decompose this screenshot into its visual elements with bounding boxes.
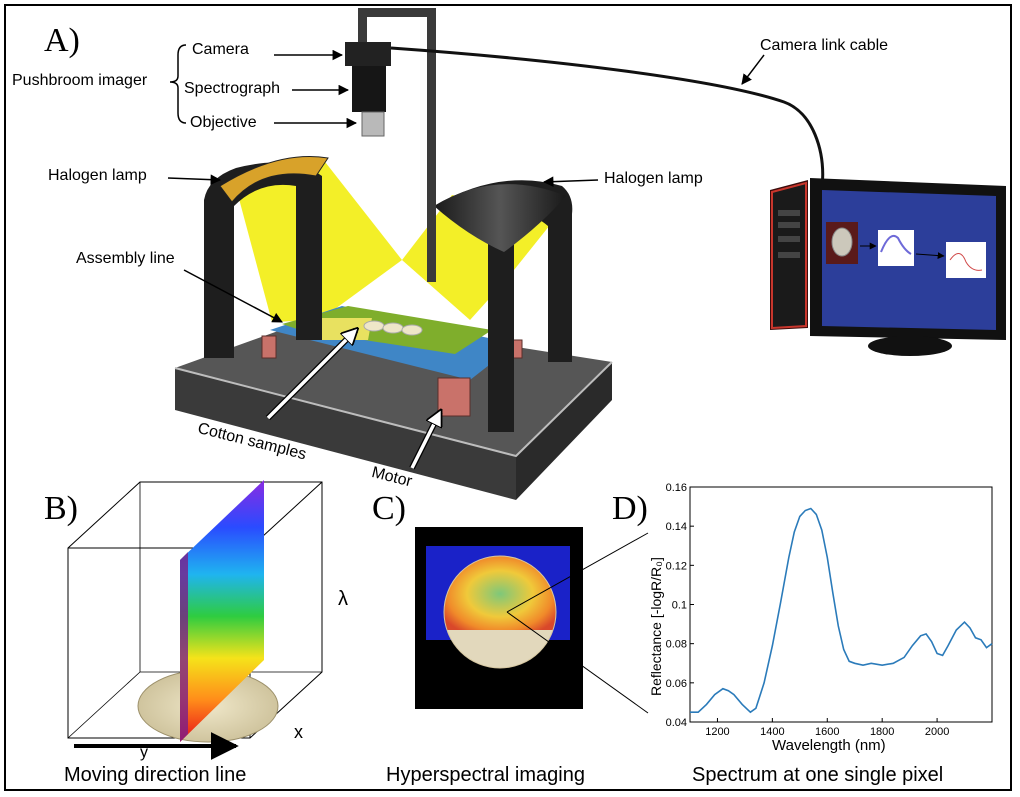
left-lamp-stand	[204, 162, 322, 358]
spectrum-line	[690, 507, 993, 714]
figure-border	[4, 4, 1012, 791]
camera-label: Camera	[192, 41, 249, 58]
imaging-system-illustration	[167, 8, 1006, 500]
y-tick-label: 0.04	[666, 717, 687, 729]
y-axis-label: y	[140, 744, 148, 761]
hypercube-diagram	[67, 480, 323, 760]
halogen-lamp-right-label: Halogen lamp	[604, 170, 703, 187]
chart-y-axis-title: Reflectance [-logR/R₀]	[648, 557, 664, 696]
halogen-lamp-left-label: Halogen lamp	[48, 167, 147, 184]
y-ticks: 0.04 0.06 0.08 0.1 0.12 0.14 0.16	[666, 482, 694, 729]
camera-pole	[427, 12, 436, 282]
spectrograph-body	[352, 66, 386, 112]
panel-label-c: C)	[372, 490, 406, 527]
moving-direction-caption: Moving direction line	[64, 764, 247, 786]
x-tick-label: 2000	[925, 726, 949, 738]
y-tick-label: 0.16	[666, 482, 687, 494]
camera-link-cable	[390, 46, 825, 189]
left-halogen-lamp	[219, 156, 329, 203]
platform-front	[175, 368, 516, 500]
camera-body	[345, 42, 391, 66]
panel-label-a: A)	[44, 22, 80, 59]
assembly-line-label: Assembly line	[76, 250, 175, 267]
right-lamp-stand	[434, 180, 573, 432]
x-tick-label: 1800	[870, 726, 894, 738]
right-halogen-lamp	[434, 184, 566, 252]
x-tick-label: 1600	[815, 726, 839, 738]
monitor-stand	[868, 336, 952, 356]
panel-label-d: D)	[612, 490, 648, 527]
hyperspectral-caption: Hyperspectral imaging	[386, 764, 585, 786]
y-tick-label: 0.06	[666, 678, 687, 690]
platform-side	[516, 362, 612, 500]
x-axis-label: x	[294, 722, 303, 742]
spectral-plane	[180, 480, 264, 742]
panel-label-b: B)	[44, 490, 78, 527]
chart-axes-box	[689, 486, 993, 723]
x-tick-label: 1400	[760, 726, 784, 738]
chart-x-axis-title: Wavelength (nm)	[772, 737, 886, 754]
computer	[770, 178, 1006, 356]
objective-lens	[361, 111, 385, 137]
y-tick-label: 0.12	[666, 560, 687, 572]
camera-link-cable-label: Camera link cable	[760, 37, 889, 54]
lambda-label: λ	[338, 588, 348, 610]
pushbroom-imager-label: Pushbroom imager	[12, 72, 148, 89]
pushbroom-brace	[169, 44, 187, 124]
objective-label: Objective	[190, 114, 257, 131]
spectrum-chart: 1200 1400 1600 1800 2000 0.04 0.06 0.08 0.1 0.12…	[666, 482, 993, 738]
x-ticks: 1200 1400 1600 1800 2000	[705, 718, 949, 738]
y-tick-label: 0.14	[666, 521, 687, 533]
x-tick-label: 1200	[705, 726, 729, 738]
motor-block	[437, 377, 471, 417]
y-tick-label: 0.08	[666, 639, 687, 651]
spectrum-caption: Spectrum at one single pixel	[692, 764, 944, 786]
y-tick-label: 0.1	[672, 600, 687, 612]
spectrograph-label: Spectrograph	[184, 80, 281, 97]
hyperspectral-image	[415, 527, 649, 714]
